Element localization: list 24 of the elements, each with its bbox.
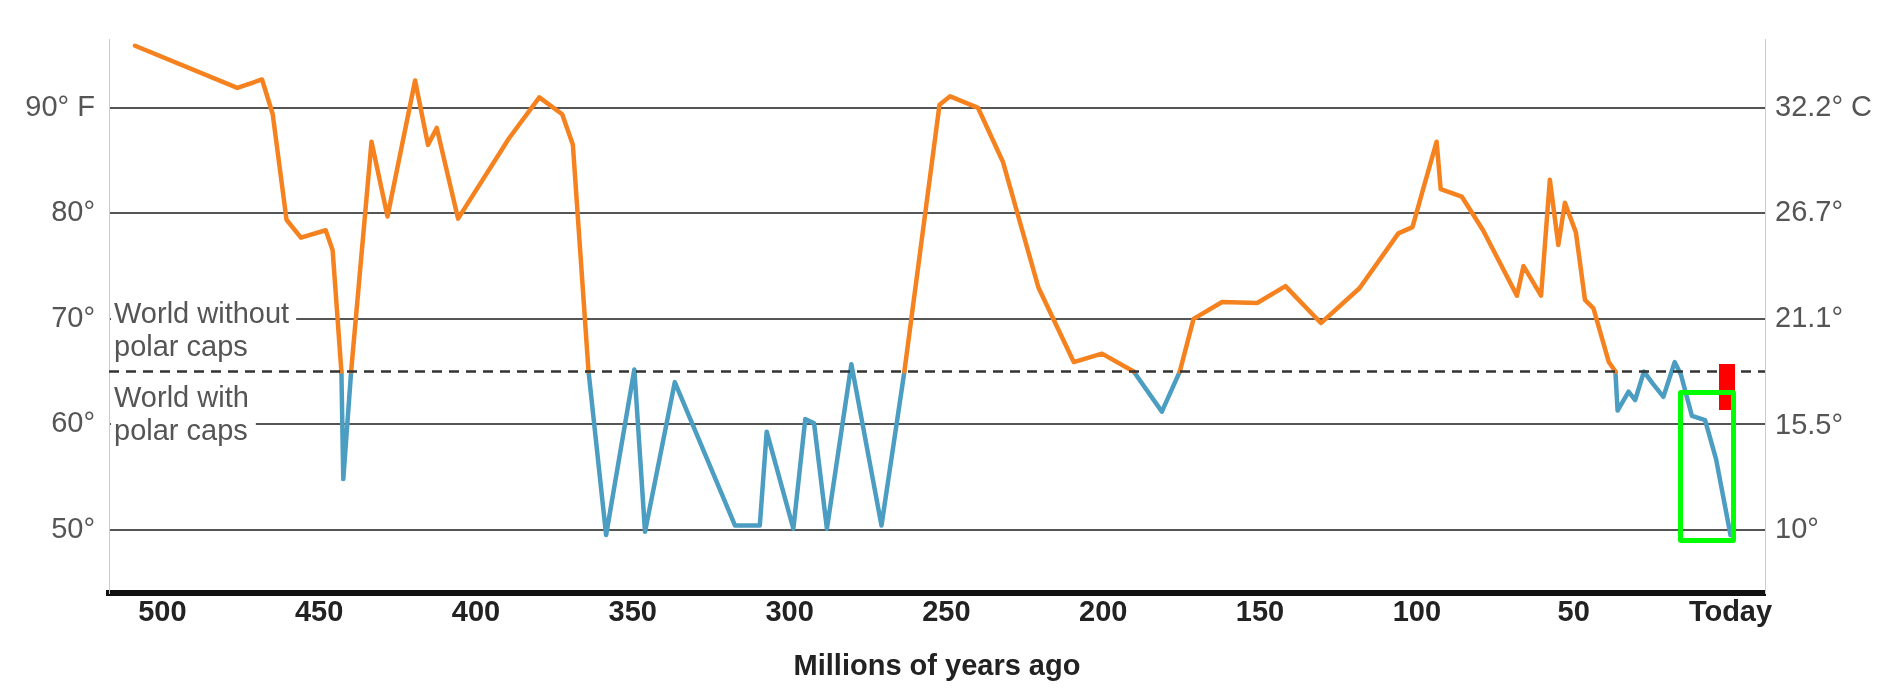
x-tick-label: 250 [922,595,971,628]
y-tick-label: 50° [51,511,95,544]
x-tick-label: Today [1688,595,1773,628]
x-tick-label: 350 [608,595,657,628]
annotation: World with polar caps [114,381,249,447]
x-tick-label: 450 [294,595,344,628]
x-tick-label: 200 [1079,595,1128,628]
x-tick-label: 100 [1392,595,1442,628]
y-tick-label: 70° [51,300,95,333]
y2-tick-label: 21.1° [1775,301,1844,334]
annotation: World without polar caps [114,297,290,363]
x-tick-label: 300 [765,595,814,628]
y2-tick-label: 10° [1775,512,1819,545]
y-tick-label: 90° F [25,89,95,122]
y2-tick-label: 26.7° [1775,194,1844,227]
x-tick-label: 150 [1235,595,1285,628]
y2-tick-label: 15.5° [1775,407,1844,440]
x-tick-label: 500 [138,595,187,628]
x-tick-label: 50 [1557,595,1590,628]
y-tick-label: 60° [51,406,95,439]
x-axis-title: Millions of years ago [793,648,1081,681]
x-tick-label: 400 [451,595,501,628]
y2-tick-label: 32.2° C [1775,89,1873,122]
y-tick-label: 80° [51,195,95,228]
